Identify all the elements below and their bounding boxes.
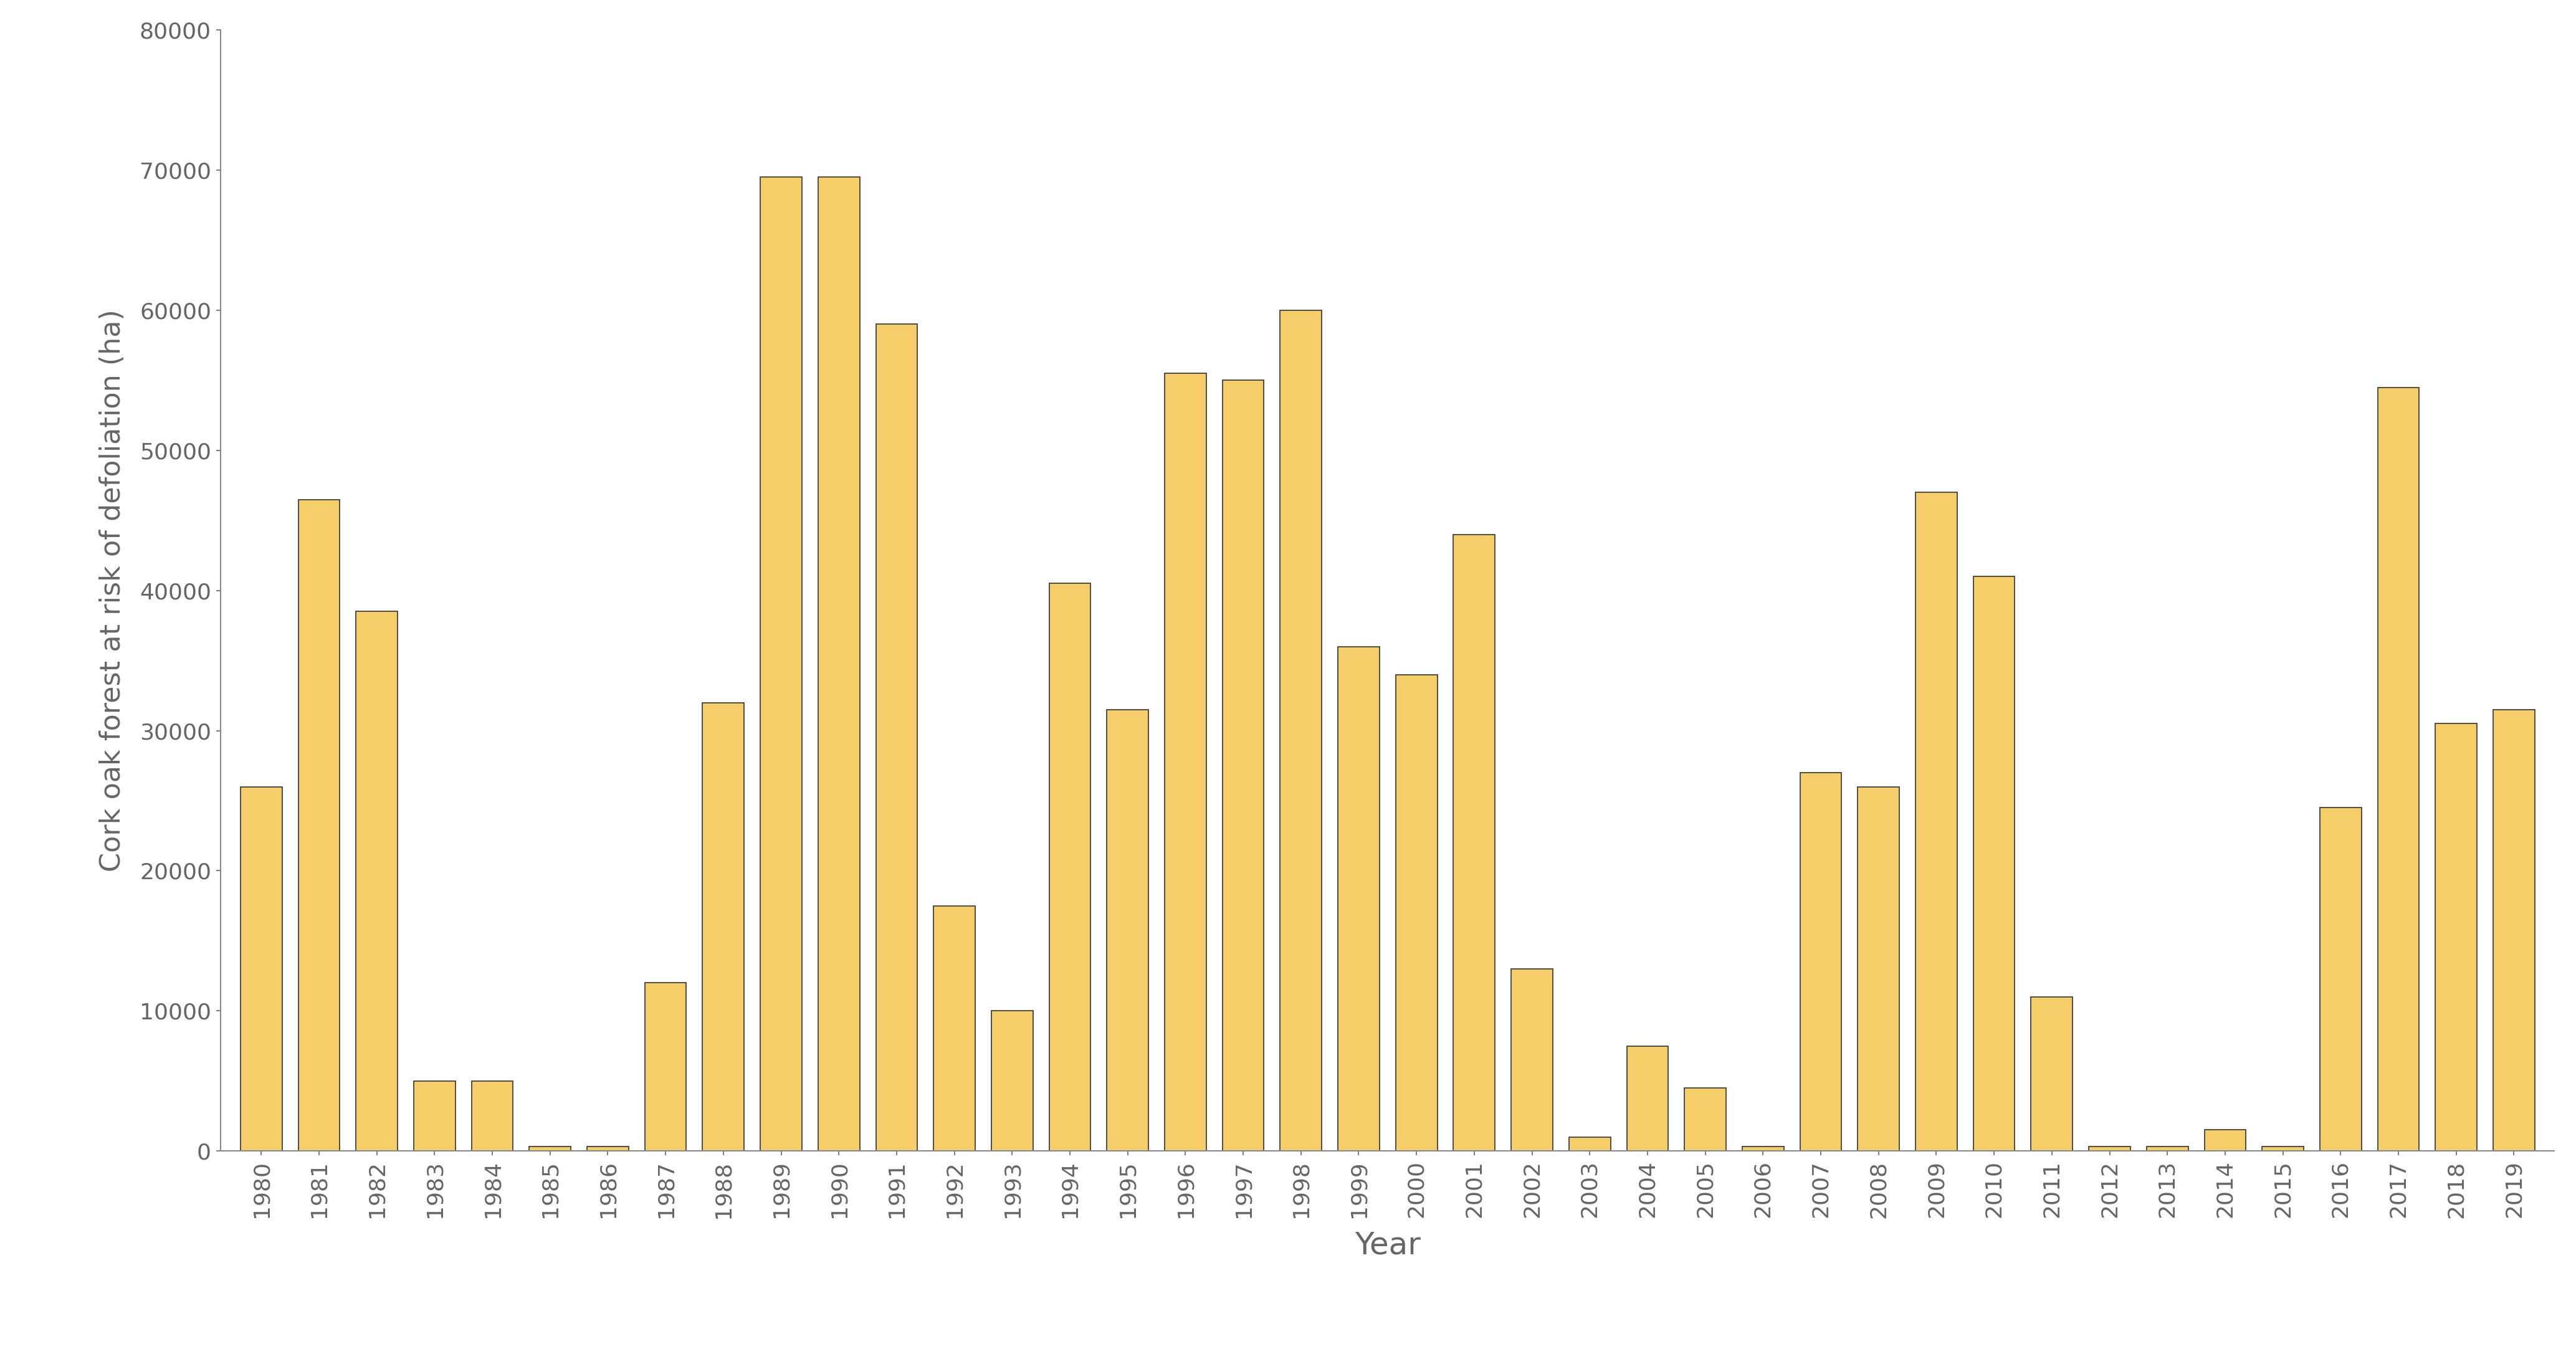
- Bar: [876, 324, 917, 1151]
- Bar: [1512, 969, 1553, 1151]
- Bar: [2262, 1147, 2303, 1151]
- Bar: [415, 1081, 456, 1151]
- Bar: [819, 177, 860, 1151]
- Bar: [2434, 723, 2478, 1151]
- Bar: [1280, 310, 1321, 1151]
- Bar: [240, 786, 281, 1151]
- Bar: [471, 1081, 513, 1151]
- Bar: [528, 1147, 572, 1151]
- Bar: [2030, 997, 2074, 1151]
- Bar: [587, 1147, 629, 1151]
- Bar: [992, 1010, 1033, 1151]
- Bar: [1917, 492, 1958, 1151]
- Bar: [1048, 584, 1090, 1151]
- Bar: [1801, 773, 1842, 1151]
- Bar: [299, 499, 340, 1151]
- Bar: [644, 983, 685, 1151]
- X-axis label: Year: Year: [1355, 1230, 1419, 1260]
- Bar: [2205, 1130, 2246, 1151]
- Bar: [1396, 674, 1437, 1151]
- Bar: [1569, 1137, 1610, 1151]
- Bar: [1857, 786, 1899, 1151]
- Bar: [2378, 387, 2419, 1151]
- Bar: [2146, 1147, 2187, 1151]
- Bar: [1741, 1147, 1783, 1151]
- Bar: [1625, 1045, 1669, 1151]
- Bar: [1973, 576, 2014, 1151]
- Bar: [1224, 380, 1265, 1151]
- Bar: [703, 703, 744, 1151]
- Bar: [1108, 710, 1149, 1151]
- Bar: [2321, 808, 2362, 1151]
- Bar: [1164, 374, 1206, 1151]
- Bar: [1453, 534, 1494, 1151]
- Bar: [2089, 1147, 2130, 1151]
- Bar: [2494, 710, 2535, 1151]
- Bar: [933, 905, 976, 1151]
- Bar: [1337, 646, 1381, 1151]
- Bar: [355, 611, 397, 1151]
- Y-axis label: Cork oak forest at risk of defoliation (ha): Cork oak forest at risk of defoliation (…: [98, 309, 126, 871]
- Bar: [1685, 1087, 1726, 1151]
- Bar: [760, 177, 801, 1151]
